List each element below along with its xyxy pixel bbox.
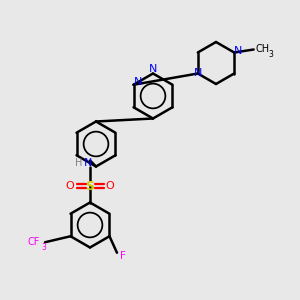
Text: F: F [120, 251, 126, 261]
Text: O: O [106, 181, 115, 191]
Text: N: N [134, 77, 142, 87]
Text: 3: 3 [268, 50, 274, 58]
Text: N: N [194, 68, 202, 79]
Text: CH: CH [255, 44, 269, 55]
Text: N: N [84, 158, 93, 169]
Text: S: S [85, 179, 94, 193]
Text: 3: 3 [41, 243, 46, 252]
Text: H: H [75, 158, 82, 169]
Text: N: N [234, 46, 242, 56]
Text: CF: CF [27, 237, 40, 247]
Text: N: N [149, 64, 157, 74]
Text: O: O [65, 181, 74, 191]
